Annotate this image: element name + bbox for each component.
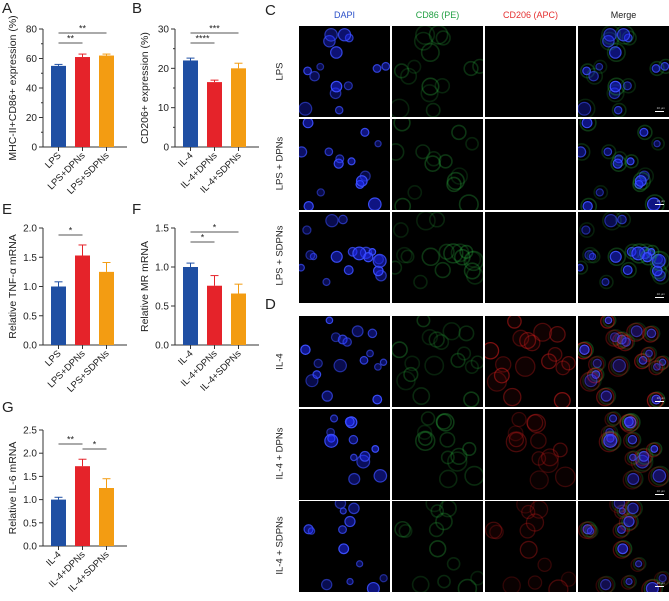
svg-text:0.5: 0.5 [23,518,37,529]
row-label-lps-dpns: LPS + DPNs [274,136,286,191]
image-d-row3-cd206 [485,501,576,592]
image-c-row3-cd206 [485,212,576,303]
scale-bar [655,203,664,205]
svg-text:0.0: 0.0 [23,542,37,553]
image-d-row1-cd86 [392,316,483,407]
svg-text:1.0: 1.0 [23,495,37,506]
svg-text:Relative TNF-α mRNA: Relative TNF-α mRNA [7,234,19,338]
row-label-lps: LPS [274,62,286,81]
svg-text:1.0: 1.0 [155,263,169,274]
image-c-row2-cd86 [392,119,483,210]
image-c-row3-dapi [299,212,390,303]
image-d-row3-cd86 [392,501,483,592]
image-c-row2-dapi [299,119,390,210]
svg-text:*: * [69,226,73,236]
scale-bar-label: 10 μm [656,396,665,400]
scale-bar [655,110,664,112]
image-c-row3-merge: 10 μm [578,212,669,303]
image-c-row1-cd86 [392,26,483,117]
svg-text:1.5: 1.5 [155,224,169,235]
scale-bar-label: 10 μm [656,489,665,493]
svg-text:0.0: 0.0 [23,341,37,352]
row-label-il4: IL-4 [274,353,286,370]
svg-text:**: ** [79,24,87,34]
svg-text:1.5: 1.5 [23,472,37,483]
image-d-row2-cd86 [392,409,483,500]
svg-text:30: 30 [158,25,170,36]
svg-text:MHC-II+CD86+ expression (%): MHC-II+CD86+ expression (%) [7,15,19,160]
svg-text:****: **** [195,34,210,44]
panel-label-b: B [132,0,143,17]
scale-bar [655,400,664,402]
image-d-row1-merge: 10 μm [578,316,669,407]
svg-text:Relative IL-6 mRNA: Relative IL-6 mRNA [7,442,19,535]
panel-label-f: F [132,201,142,218]
svg-text:2.0: 2.0 [23,224,37,235]
image-d-row2-dapi [299,409,390,500]
scale-bar [655,493,664,495]
scale-bar [655,296,664,298]
svg-text:80: 80 [26,25,38,36]
row-label-il4-sdpns: IL-4 + SDPNs [274,516,286,575]
panel-label-g: G [2,399,14,416]
panel-label-d: D [265,296,276,313]
svg-text:*: * [213,223,217,233]
scale-bar-label: 10 μm [656,292,665,296]
svg-text:2.0: 2.0 [23,449,37,460]
svg-text:IL-4: IL-4 [44,549,63,568]
svg-text:**: ** [67,34,75,44]
image-d-row1-dapi [299,316,390,407]
svg-text:*: * [93,440,97,450]
svg-text:**: ** [67,435,75,445]
column-header-dapi: DAPI [333,10,355,20]
svg-text:1.0: 1.0 [23,282,37,293]
image-c-row3-cd86 [392,212,483,303]
column-header-cd86: CD86 (PE) [415,10,460,20]
scale-bar-label: 10 μm [656,581,665,585]
image-d-row3-merge: 10 μm [578,501,669,592]
panel-label-c: C [265,2,276,19]
svg-text:0.0: 0.0 [155,341,169,352]
scale-bar-label: 10 μm [656,106,665,110]
row-label-lps-sdpns: LPS + SDPNs [274,225,286,286]
image-c-row2-cd206 [485,119,576,210]
svg-text:10: 10 [158,103,170,114]
panel-label-a: A [2,0,13,17]
svg-text:***: *** [209,24,220,34]
svg-text:0.5: 0.5 [155,302,169,313]
scale-bar-label: 10 μm [656,199,665,203]
image-c-row1-merge: 10 μm [578,26,669,117]
scale-bar [655,585,664,587]
svg-text:1.5: 1.5 [23,253,37,264]
svg-text:0: 0 [163,143,169,154]
svg-text:Relative MR mRNA: Relative MR mRNA [139,241,151,332]
image-c-row1-cd206 [485,26,576,117]
svg-text:*: * [201,233,205,243]
svg-text:60: 60 [26,54,38,65]
image-d-row1-cd206 [485,316,576,407]
row-label-il4-dpns: IL-4 + DPNs [274,427,286,480]
svg-text:0: 0 [31,143,37,154]
svg-text:2.5: 2.5 [23,426,37,437]
image-d-row2-merge: 10 μm [578,409,669,500]
column-header-merge: Merge [610,10,637,20]
svg-text:20: 20 [26,113,38,124]
image-c-row1-dapi [299,26,390,117]
column-header-cd206: CD206 (APC) [502,10,558,20]
image-d-row3-dapi [299,501,390,592]
image-c-row2-merge: 10 μm [578,119,669,210]
svg-text:0.5: 0.5 [23,311,37,322]
svg-text:20: 20 [158,64,170,75]
panel-label-e: E [2,201,13,218]
svg-text:40: 40 [26,84,38,95]
image-d-row2-cd206 [485,409,576,500]
svg-text:CD206+ expression (%): CD206+ expression (%) [139,32,151,144]
